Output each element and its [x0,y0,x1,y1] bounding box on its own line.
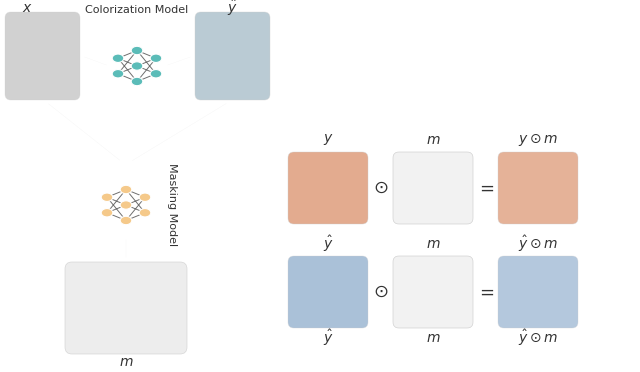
Text: $x$: $x$ [22,1,33,15]
FancyBboxPatch shape [498,152,578,224]
FancyBboxPatch shape [498,256,578,328]
Ellipse shape [131,77,143,86]
Ellipse shape [140,209,151,217]
Text: $\odot$: $\odot$ [372,283,388,301]
Text: $\hat{y}$: $\hat{y}$ [323,328,333,348]
Ellipse shape [150,70,162,78]
FancyBboxPatch shape [393,152,473,224]
FancyArrowPatch shape [132,103,227,161]
Ellipse shape [101,209,113,217]
Text: $\hat{y} \odot m$: $\hat{y} \odot m$ [518,234,558,254]
FancyBboxPatch shape [393,256,473,328]
Text: $y \odot m$: $y \odot m$ [518,132,558,148]
Text: Masking Model: Masking Model [167,163,177,247]
Ellipse shape [120,201,132,209]
FancyBboxPatch shape [195,12,270,100]
Text: $\odot$: $\odot$ [372,179,388,197]
FancyBboxPatch shape [288,256,368,328]
Ellipse shape [140,193,151,202]
Text: $\hat{y}$: $\hat{y}$ [323,234,333,254]
Text: $y$: $y$ [323,132,333,148]
Ellipse shape [120,216,132,225]
FancyArrowPatch shape [168,57,190,65]
Ellipse shape [120,185,132,194]
Ellipse shape [150,54,162,62]
Text: $=$: $=$ [476,179,495,197]
FancyBboxPatch shape [65,262,187,354]
Ellipse shape [131,46,143,55]
Text: $m$: $m$ [426,133,440,147]
Text: $\hat{y} \odot m$: $\hat{y} \odot m$ [518,328,558,348]
Text: $m$: $m$ [426,331,440,345]
Text: Colorization Model: Colorization Model [85,5,189,15]
Text: $=$: $=$ [476,283,495,301]
Ellipse shape [112,70,124,78]
Ellipse shape [112,54,124,62]
Text: $\hat{y}$: $\hat{y}$ [227,0,238,18]
FancyArrowPatch shape [49,104,120,160]
Ellipse shape [101,193,113,202]
Text: $m$: $m$ [426,237,440,251]
FancyBboxPatch shape [5,12,80,100]
Text: $m$: $m$ [118,355,133,369]
FancyArrowPatch shape [84,57,106,65]
Ellipse shape [131,62,143,70]
FancyBboxPatch shape [288,152,368,224]
